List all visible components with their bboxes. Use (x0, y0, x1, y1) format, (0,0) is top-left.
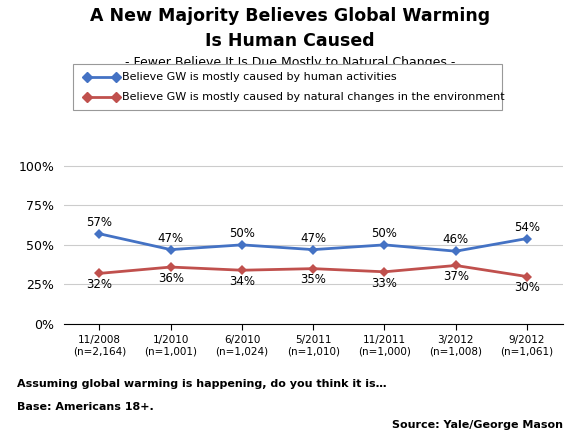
Text: Base: Americans 18+.: Base: Americans 18+. (17, 402, 154, 412)
Text: 47%: 47% (158, 232, 184, 245)
Text: 33%: 33% (372, 276, 397, 290)
Text: 46%: 46% (443, 233, 469, 247)
Text: Source: Yale/George Mason: Source: Yale/George Mason (392, 420, 563, 430)
Text: Assuming global warming is happening, do you think it is…: Assuming global warming is happening, do… (17, 379, 387, 389)
Text: 35%: 35% (300, 273, 326, 286)
Text: 50%: 50% (372, 227, 397, 240)
Text: 47%: 47% (300, 232, 327, 245)
Text: - Fewer Believe It Is Due Mostly to Natural Changes -: - Fewer Believe It Is Due Mostly to Natu… (125, 56, 455, 69)
Text: 36%: 36% (158, 272, 184, 285)
Text: 34%: 34% (229, 275, 255, 288)
Text: 30%: 30% (514, 281, 540, 294)
Text: 37%: 37% (443, 270, 469, 283)
Text: 32%: 32% (86, 278, 113, 291)
Text: 50%: 50% (229, 227, 255, 240)
Text: Is Human Caused: Is Human Caused (205, 32, 375, 49)
Text: 57%: 57% (86, 216, 113, 229)
Text: 54%: 54% (514, 221, 540, 234)
Text: Believe GW is mostly caused by natural changes in the environment: Believe GW is mostly caused by natural c… (122, 92, 505, 102)
Text: Believe GW is mostly caused by human activities: Believe GW is mostly caused by human act… (122, 72, 396, 82)
Text: A New Majority Believes Global Warming: A New Majority Believes Global Warming (90, 7, 490, 25)
